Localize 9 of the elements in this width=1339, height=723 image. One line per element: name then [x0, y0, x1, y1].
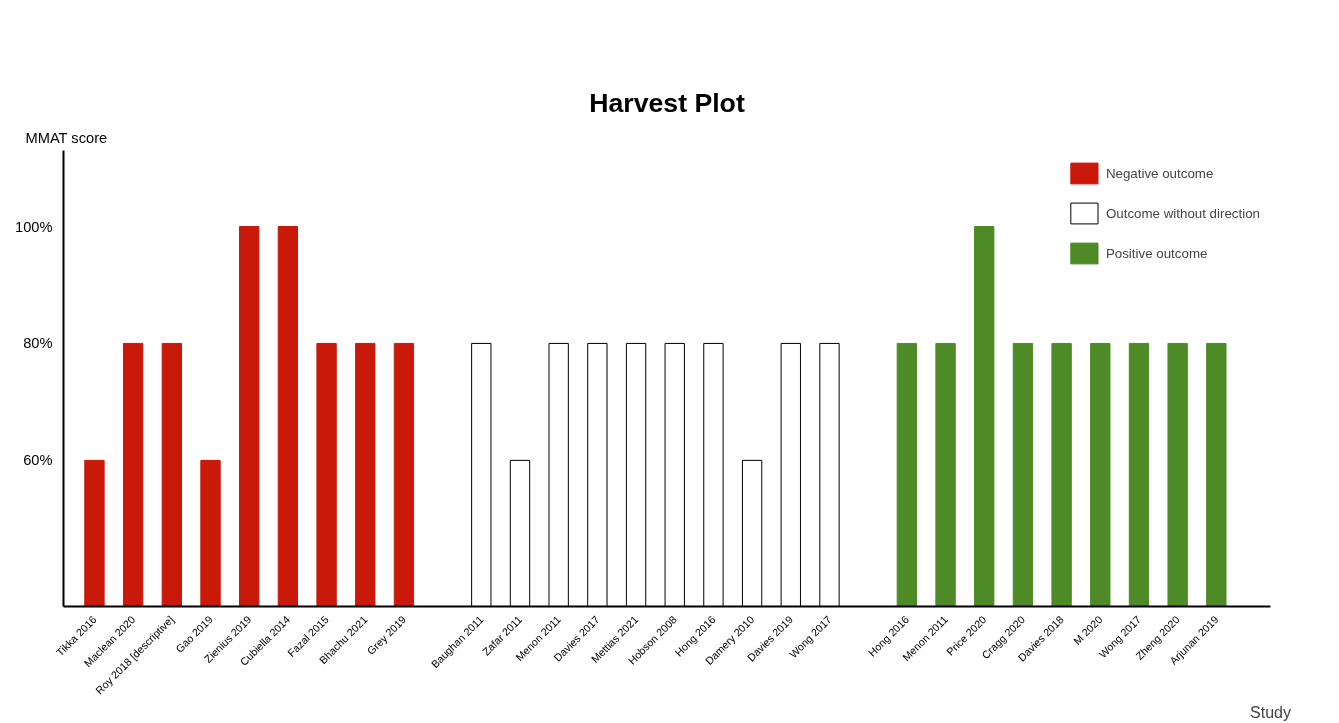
- y-tick-label: 60%: [23, 452, 53, 469]
- y-tick-label: 100%: [15, 218, 53, 235]
- legend-label: Negative outcome: [1105, 165, 1214, 181]
- x-axis-title: Study: [1250, 703, 1291, 721]
- legend-label: Outcome without direction: [1105, 205, 1260, 221]
- y-axis-title: MMAT score: [25, 129, 108, 146]
- chart-title: Harvest Plot: [589, 87, 745, 118]
- y-tick-label: 80%: [23, 335, 53, 352]
- legend-label: Positive outcome: [1105, 245, 1208, 261]
